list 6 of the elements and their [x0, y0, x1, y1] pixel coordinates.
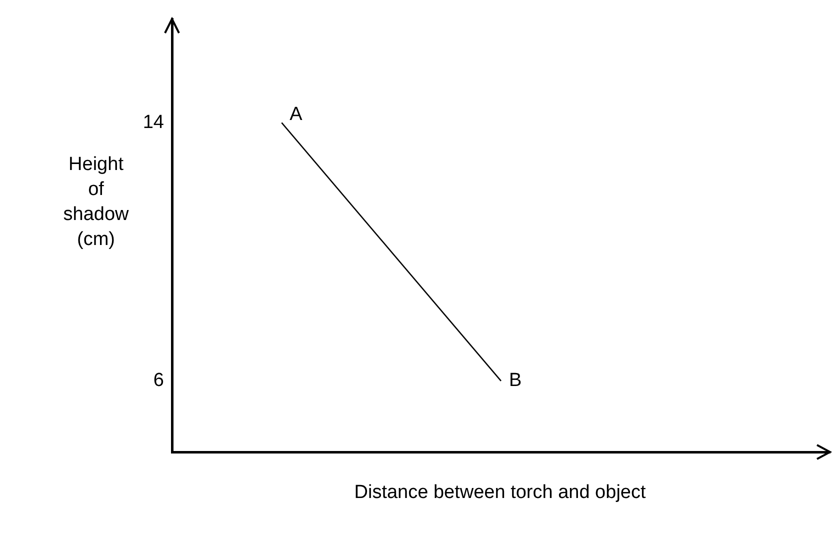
y-tick-label: 14	[142, 112, 164, 133]
y-tick-label: 6	[153, 370, 164, 392]
annotation: A	[290, 104, 303, 125]
x-axis-title: Distance between torch and object	[354, 482, 646, 504]
annotation: B	[509, 370, 522, 392]
y-axis-title: Height of shadow (cm)	[63, 154, 130, 250]
